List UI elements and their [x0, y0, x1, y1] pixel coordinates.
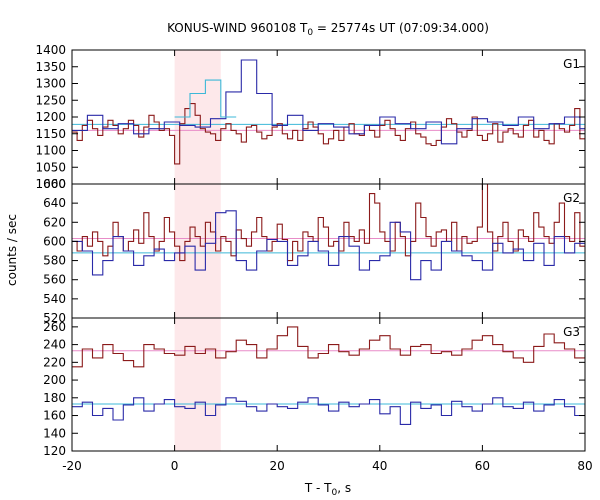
- highlight-band: [174, 184, 221, 318]
- y-tick-label: 160: [43, 409, 66, 423]
- panel-label: G3: [563, 325, 580, 339]
- y-tick-label: 220: [43, 355, 66, 369]
- x-axis-label: T - T0, s: [304, 481, 351, 498]
- y-tick-label: 180: [43, 391, 66, 405]
- y-tick-label: 1200: [35, 110, 66, 124]
- y-tick-label: 600: [43, 234, 66, 248]
- series-blue: [72, 59, 585, 145]
- x-tick-label: 60: [475, 459, 490, 473]
- panel-frame: [71, 317, 586, 452]
- y-tick-label: 140: [43, 426, 66, 440]
- y-tick-label: 1100: [35, 144, 66, 158]
- x-tick-label: 80: [577, 459, 592, 473]
- y-tick-label: 120: [43, 444, 66, 458]
- y-tick-label: 1050: [35, 160, 66, 174]
- series-blue: [72, 210, 585, 281]
- series-red: [72, 103, 585, 165]
- series-red: [72, 326, 585, 368]
- y-tick-label: 580: [43, 254, 66, 268]
- panel-label: G1: [563, 57, 580, 71]
- panel-g2: 520 540 560 580 600 620 640 660 G2: [43, 177, 586, 325]
- y-tick-label: 1150: [35, 127, 66, 141]
- y-tick-label: 260: [43, 320, 66, 334]
- panel-label: G2: [563, 191, 580, 205]
- y-tick-label: 520: [43, 311, 66, 325]
- panels: 100010501100115012001250130013501400G152…: [35, 43, 592, 473]
- x-tick-label: 20: [270, 459, 285, 473]
- y-tick-label: 1000: [35, 177, 66, 191]
- y-axis-label: counts / sec: [5, 214, 19, 286]
- x-tick-label: 0: [171, 459, 179, 473]
- panel-g3: 120 140 160 180 200 220 240 260 G3: [43, 317, 586, 458]
- y-tick-label: 620: [43, 215, 66, 229]
- y-tick-label: 1300: [35, 77, 66, 91]
- series-red: [72, 184, 585, 262]
- panel-g1: 1000 1050 1100 1150 1200 1250 1300 1350 1400 G1: [35, 43, 586, 191]
- y-tick-label: 1400: [35, 43, 66, 57]
- x-tick-label: -20: [62, 459, 82, 473]
- y-tick-label: 540: [43, 292, 66, 306]
- y-tick-label: 1350: [35, 60, 66, 74]
- y-tick-label: 640: [43, 196, 66, 210]
- x-tick-label: 40: [372, 459, 387, 473]
- y-tick-label: 240: [43, 338, 66, 352]
- highlight-band: [174, 318, 221, 451]
- y-tick-label: 200: [43, 373, 66, 387]
- chart-title: KONUS-WIND 960108 T0 = 25774s UT (07:09:…: [167, 21, 489, 38]
- series-cyan: [174, 79, 237, 118]
- series-blue: [72, 397, 585, 425]
- y-tick-label: 660: [43, 177, 66, 191]
- y-tick-label: 1250: [35, 93, 66, 107]
- y-tick-label: 560: [43, 273, 66, 287]
